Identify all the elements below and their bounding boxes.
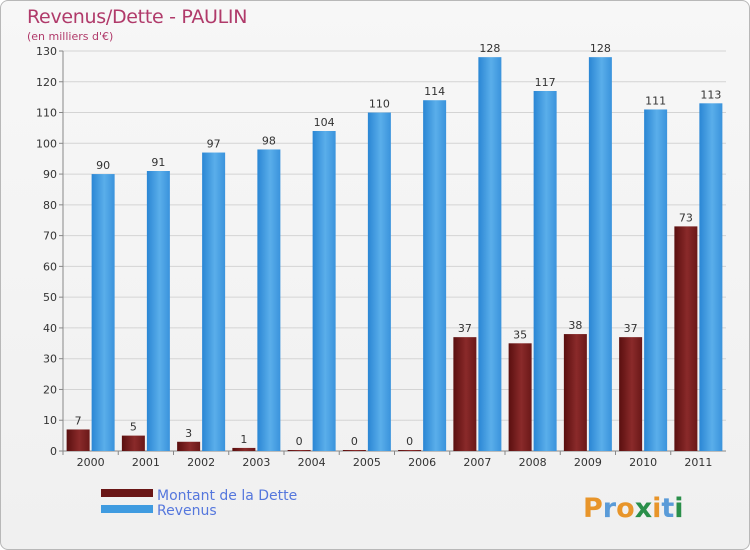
logo-text: Proxiti bbox=[583, 493, 684, 524]
bar-revenus bbox=[644, 109, 668, 451]
bar-revenus bbox=[257, 149, 281, 451]
data-label-dette: 38 bbox=[568, 319, 582, 332]
y-tick-label: 40 bbox=[43, 322, 57, 335]
data-label-dette: 73 bbox=[679, 211, 693, 224]
bar-revenus bbox=[367, 112, 391, 452]
y-tick-label: 70 bbox=[43, 230, 57, 243]
data-label-revenus: 104 bbox=[314, 116, 335, 129]
proxiti-logo: Proxiti bbox=[583, 493, 684, 524]
bar-dette bbox=[342, 450, 366, 451]
x-tick-label: 2007 bbox=[463, 456, 491, 469]
legend-swatch-revenus bbox=[101, 505, 153, 513]
grid-lines bbox=[63, 50, 726, 452]
data-label-dette: 0 bbox=[406, 435, 413, 448]
bar-dette bbox=[177, 441, 201, 451]
data-label-dette: 1 bbox=[240, 433, 247, 446]
bar-revenus bbox=[146, 171, 170, 451]
x-tick-label: 2009 bbox=[574, 456, 602, 469]
x-tick-label: 2011 bbox=[684, 456, 712, 469]
chart-subtitle: (en milliers d'€) bbox=[27, 30, 114, 43]
y-tick-labels: 0 10 20 30 40 50 60 70 80 90 100 110 120 130 bbox=[36, 45, 57, 458]
y-tick-label: 100 bbox=[36, 137, 57, 150]
bar-dette bbox=[619, 337, 643, 451]
y-tick-label: 130 bbox=[36, 45, 57, 58]
data-label-dette: 0 bbox=[296, 435, 303, 448]
data-label-revenus: 97 bbox=[207, 138, 221, 151]
bar-revenus bbox=[699, 103, 723, 452]
data-label-dette: 5 bbox=[130, 421, 137, 434]
data-label-dette: 7 bbox=[75, 414, 82, 427]
x-tick-label: 2003 bbox=[242, 456, 270, 469]
x-tick-label: 2004 bbox=[298, 456, 326, 469]
data-label-revenus: 110 bbox=[369, 98, 390, 111]
axes bbox=[59, 50, 726, 455]
data-label-revenus: 114 bbox=[424, 85, 445, 98]
x-tick-label: 2000 bbox=[77, 456, 105, 469]
y-tick-label: 30 bbox=[43, 353, 57, 366]
bar-revenus bbox=[588, 57, 612, 452]
legend-label-debt: Montant de la Dette bbox=[157, 488, 297, 504]
y-tick-label: 120 bbox=[36, 76, 57, 89]
bar-dette bbox=[66, 429, 90, 451]
data-label-revenus: 98 bbox=[262, 134, 276, 147]
y-tick-label: 90 bbox=[43, 168, 57, 181]
x-tick-label: 2008 bbox=[519, 456, 547, 469]
bar-dette bbox=[121, 435, 145, 451]
data-label-revenus: 90 bbox=[96, 159, 110, 172]
x-tick-label: 2006 bbox=[408, 456, 436, 469]
data-label-dette: 37 bbox=[458, 322, 472, 335]
data-label-revenus: 113 bbox=[700, 88, 721, 101]
chart-title: Revenus/Dette - PAULIN bbox=[27, 6, 248, 28]
y-tick-label: 50 bbox=[43, 291, 57, 304]
data-labels: 7 90 5 91 3 97 1 98 0 104 0 110 0 114 37 128 35 117 38 128 3… bbox=[75, 42, 722, 448]
y-tick-label: 110 bbox=[36, 107, 57, 120]
bar-dette bbox=[398, 450, 422, 451]
bars bbox=[66, 57, 723, 452]
bar-revenus bbox=[202, 152, 226, 452]
x-tick-label: 2002 bbox=[187, 456, 215, 469]
legend-label-revenus: Revenus bbox=[157, 503, 217, 519]
bar-dette bbox=[508, 343, 532, 451]
bar-dette bbox=[674, 226, 698, 451]
y-tick-label: 60 bbox=[43, 260, 57, 273]
data-label-dette: 37 bbox=[624, 322, 638, 335]
bar-revenus bbox=[533, 91, 557, 451]
bar-dette bbox=[563, 334, 587, 451]
data-label-revenus: 111 bbox=[645, 94, 666, 107]
bar-revenus bbox=[423, 100, 447, 451]
x-tick-label: 2005 bbox=[353, 456, 381, 469]
bar-dette bbox=[453, 337, 477, 451]
data-label-dette: 35 bbox=[513, 328, 527, 341]
data-label-revenus: 117 bbox=[535, 76, 556, 89]
y-tick-label: 10 bbox=[43, 414, 57, 427]
x-tick-label: 2010 bbox=[629, 456, 657, 469]
bar-revenus bbox=[91, 174, 115, 452]
y-tick-label: 80 bbox=[43, 199, 57, 212]
bar-revenus bbox=[312, 131, 336, 451]
y-tick-label: 20 bbox=[43, 383, 57, 396]
data-label-dette: 3 bbox=[185, 427, 192, 440]
legend-swatch-debt bbox=[101, 489, 153, 497]
data-label-dette: 0 bbox=[351, 435, 358, 448]
data-label-revenus: 128 bbox=[479, 42, 500, 55]
legend: Montant de la Dette Revenus bbox=[101, 488, 297, 519]
x-tick-label: 2001 bbox=[132, 456, 160, 469]
bar-revenus bbox=[478, 57, 502, 452]
y-tick-label: 0 bbox=[50, 445, 57, 458]
data-label-revenus: 91 bbox=[151, 156, 165, 169]
bar-dette bbox=[287, 450, 311, 451]
bar-dette bbox=[232, 447, 256, 451]
data-label-revenus: 128 bbox=[590, 42, 611, 55]
x-tick-labels: 2000 2001 2002 2003 2004 2005 2006 2007 2008 2009… bbox=[77, 456, 713, 469]
